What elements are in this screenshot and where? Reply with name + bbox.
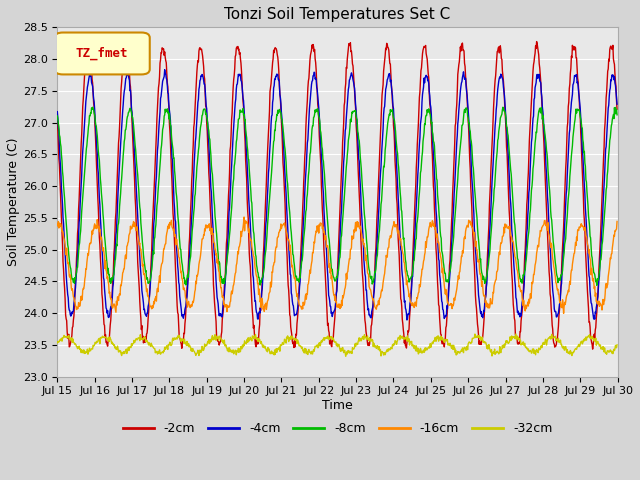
FancyBboxPatch shape — [54, 33, 150, 74]
Text: TZ_fmet: TZ_fmet — [76, 47, 129, 60]
Title: Tonzi Soil Temperatures Set C: Tonzi Soil Temperatures Set C — [224, 7, 451, 22]
Legend: -2cm, -4cm, -8cm, -16cm, -32cm: -2cm, -4cm, -8cm, -16cm, -32cm — [118, 417, 557, 440]
Y-axis label: Soil Temperature (C): Soil Temperature (C) — [7, 138, 20, 266]
X-axis label: Time: Time — [322, 399, 353, 412]
